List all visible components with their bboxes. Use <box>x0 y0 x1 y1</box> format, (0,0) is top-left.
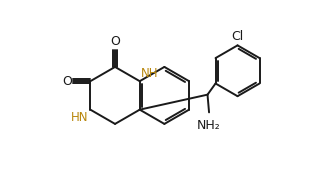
Text: HN: HN <box>71 111 89 124</box>
Text: Cl: Cl <box>231 30 244 43</box>
Text: NH: NH <box>141 67 159 80</box>
Text: O: O <box>62 75 72 88</box>
Text: O: O <box>110 36 120 48</box>
Text: NH₂: NH₂ <box>197 118 221 132</box>
